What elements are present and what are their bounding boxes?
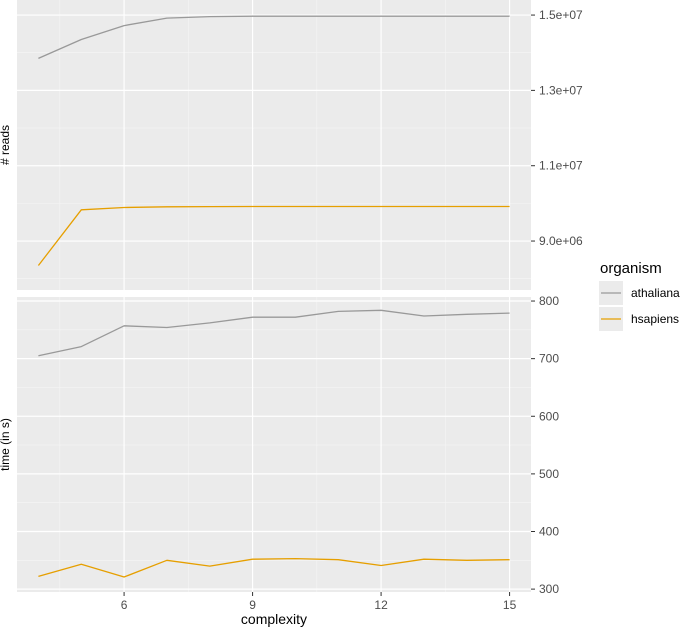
x-tick-label: 9: [249, 598, 256, 612]
y-tick-label: 9.0e+06: [539, 234, 583, 248]
panels: 9.0e+06 1.1e+07 1.3e+07 1.5e+07 # reads 300 40…: [0, 0, 583, 627]
series-line-hsapiens: [38, 557, 510, 578]
legend-label-hsapiens: hsapiens: [631, 312, 679, 326]
x-tick-label: 12: [374, 598, 388, 612]
panel-bottom: 300 400 500 600 700 800 time (in s) 6 9 12 15 compl…: [0, 294, 559, 627]
y-axis-title: time (in s): [0, 418, 12, 471]
y-tick-label: 1.5e+07: [539, 8, 583, 22]
series-line-athaliana: [38, 309, 510, 357]
x-axis-title: complexity: [241, 611, 307, 627]
panel-background: [17, 0, 531, 290]
panel-background: [17, 297, 531, 592]
y-tick-label: 700: [539, 352, 559, 366]
series-line-athaliana: [38, 15, 510, 59]
y-tick-label: 800: [539, 294, 559, 308]
y-tick-label: 1.3e+07: [539, 83, 583, 97]
y-tick-label: 400: [539, 525, 559, 539]
series-line-hsapiens: [37, 205, 510, 266]
x-tick-label: 15: [503, 598, 517, 612]
y-tick-label: 600: [539, 409, 559, 423]
legend-title: organism: [600, 260, 662, 277]
y-axis-title: # reads: [0, 125, 12, 165]
y-tick-label: 500: [539, 467, 559, 481]
legend: organism athaliana hsapiens: [599, 260, 680, 331]
x-tick-label: 6: [121, 598, 128, 612]
y-tick-label: 300: [539, 582, 559, 596]
legend-label-athaliana: athaliana: [631, 286, 680, 300]
panel-top: 9.0e+06 1.1e+07 1.3e+07 1.5e+07 # reads: [0, 0, 583, 290]
y-tick-label: 1.1e+07: [539, 159, 583, 173]
